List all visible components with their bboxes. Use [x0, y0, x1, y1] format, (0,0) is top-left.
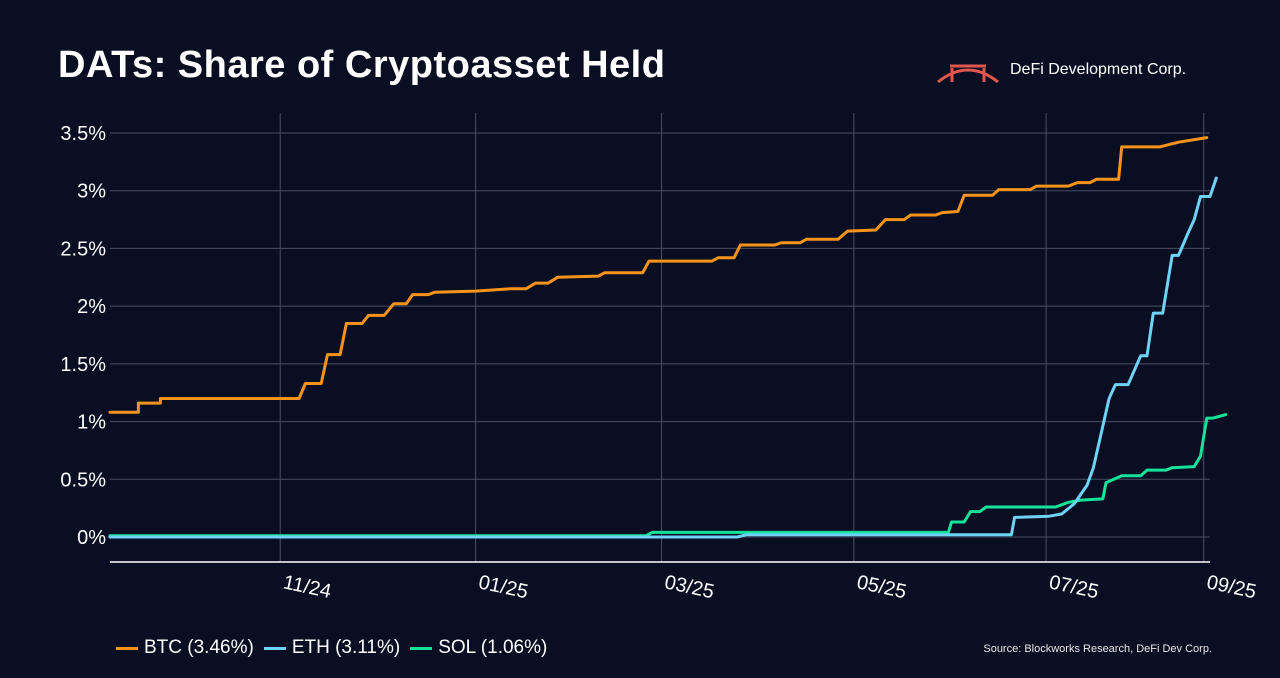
- legend-item-eth: ETH (3.11%): [263, 637, 401, 659]
- x-tick-label: 07/25: [1047, 571, 1101, 603]
- legend-swatch-btc: [116, 646, 138, 650]
- chart-series: [108, 136, 1228, 539]
- legend-label-sol: SOL (1.06%): [438, 637, 548, 658]
- legend-swatch-eth: [263, 646, 286, 650]
- legend-item-sol: SOL (1.06%): [410, 637, 547, 659]
- source-note: Source: Blockworks Research, DeFi Dev Co…: [983, 643, 1212, 655]
- x-tick-label: 05/25: [855, 571, 909, 603]
- y-tick-label: 2%: [77, 296, 106, 318]
- chart-grid: [110, 113, 1210, 562]
- legend-label-eth: ETH (3.11%): [291, 637, 401, 658]
- brand-name: DeFi Development Corp.: [1010, 61, 1187, 78]
- chart-title: DATs: Share of Cryptoasset Held: [58, 44, 666, 86]
- series-line-eth: [108, 176, 1218, 539]
- y-tick-label: 1.5%: [60, 354, 106, 376]
- y-tick-label: 3.5%: [60, 123, 106, 145]
- series-line-sol: [108, 413, 1228, 538]
- legend: BTC (3.46%) ETH (3.11%) SOL (1.06%): [116, 637, 551, 659]
- brand: DeFi Development Corp.: [936, 56, 1186, 84]
- bridge-logo-icon: [937, 64, 999, 84]
- legend-item-btc: BTC (3.46%): [116, 637, 254, 659]
- y-tick-label: 2.5%: [60, 238, 106, 260]
- y-axis-ticks: 0% 0.5% 1% 1.5% 2% 2.5% 3% 3.5%: [60, 123, 106, 549]
- series-line-btc: [108, 136, 1209, 414]
- x-tick-label: 09/25: [1205, 571, 1259, 603]
- x-tick-label: 01/25: [477, 571, 531, 603]
- legend-label-btc: BTC (3.46%): [144, 637, 254, 658]
- y-tick-label: 1%: [77, 412, 106, 434]
- legend-swatch-sol: [410, 646, 433, 650]
- x-tick-label: 11/24: [281, 571, 333, 603]
- y-tick-label: 0.5%: [60, 469, 106, 491]
- x-tick-label: 03/25: [663, 571, 717, 603]
- y-tick-label: 0%: [77, 527, 106, 549]
- x-axis-ticks: 11/24 01/25 03/25 05/25 07/25 09/25: [281, 571, 1258, 603]
- y-tick-label: 3%: [77, 181, 106, 203]
